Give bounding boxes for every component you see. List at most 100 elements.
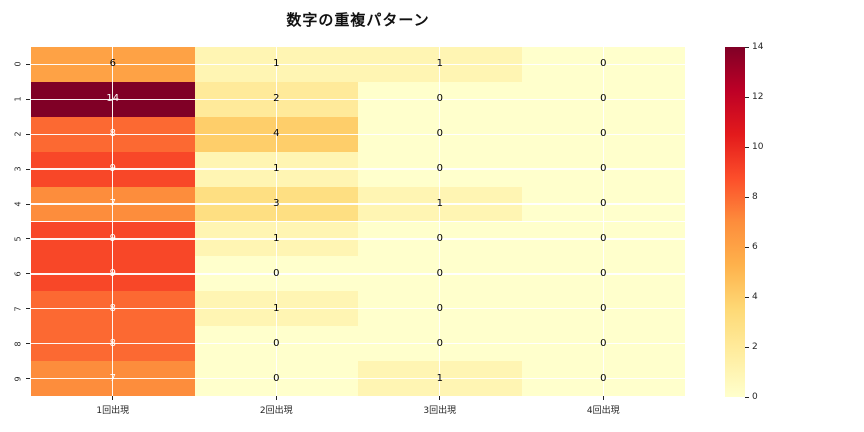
colorbar-tick-label: 8 (752, 192, 758, 202)
cell-annotation: 0 (273, 337, 280, 349)
cell-annotation: 7 (109, 198, 116, 210)
grid-line-horizontal (31, 342, 685, 345)
colorbar-tick-label: 10 (752, 142, 764, 152)
cell-annotation: 9 (109, 232, 116, 244)
cell-annotation: 0 (600, 372, 607, 384)
colorbar-tick-label: 14 (752, 42, 764, 52)
colorbar-tick-label: 4 (752, 292, 758, 302)
cell-annotation: 0 (600, 337, 607, 349)
x-tick-label: 1回出現 (96, 406, 130, 416)
y-tick-label: 3 (13, 166, 23, 172)
y-axis-tick (26, 238, 30, 240)
y-tick-label: 4 (13, 201, 23, 207)
y-axis-tick (26, 168, 30, 170)
cell-annotation: 0 (600, 58, 607, 70)
grid-line-horizontal (31, 133, 685, 135)
cell-annotation: 4 (273, 128, 280, 140)
y-axis-tick (26, 63, 30, 65)
cell-annotation: 1 (273, 232, 280, 244)
colorbar-tick (745, 96, 749, 98)
cell-annotation: 0 (436, 267, 443, 279)
cell-annotation: 0 (436, 232, 443, 244)
grid-line-horizontal (31, 238, 685, 240)
colorbar-tick (745, 146, 749, 148)
cell-annotation: 9 (109, 163, 116, 175)
cell-annotation: 1 (436, 58, 443, 70)
grid-line-vertical (602, 47, 604, 396)
cell-annotation: 1 (273, 58, 280, 70)
colorbar-tick (745, 396, 749, 398)
cell-annotation: 0 (436, 128, 443, 140)
cell-annotation: 14 (106, 93, 120, 105)
cell-annotation: 0 (436, 337, 443, 349)
colorbar-tick (745, 196, 749, 198)
cell-annotation: 7 (109, 372, 116, 384)
colorbar-tick-label: 12 (752, 92, 764, 102)
grid-line-horizontal (31, 308, 685, 310)
cell-annotation: 0 (436, 163, 443, 175)
colorbar-tick (745, 46, 749, 48)
y-tick-label: 5 (13, 236, 23, 242)
cell-annotation: 1 (273, 302, 280, 314)
grid-line-horizontal (31, 98, 685, 101)
cell-annotation: 0 (600, 267, 607, 279)
grid-line-horizontal (31, 377, 685, 380)
colorbar-tick-label: 0 (752, 392, 758, 402)
y-tick-label: 6 (13, 271, 23, 277)
colorbar-tick-label: 6 (752, 242, 758, 252)
y-axis-tick (26, 343, 30, 345)
cell-annotation: 0 (273, 372, 280, 384)
y-axis-tick (26, 308, 30, 310)
colorbar-tick (745, 246, 749, 248)
y-tick-label: 0 (13, 61, 23, 67)
cell-annotation: 1 (436, 198, 443, 210)
heatmap-plot: 6 1 1 0 14 2 0 0 8 4 0 0 9 1 0 0 7 3 1 0 9 1 0 0 9 0 0 0 8 1 0 0 8 0 0 0 7 0 1… (31, 47, 685, 396)
y-tick-label: 2 (13, 131, 23, 137)
cell-annotation: 0 (436, 302, 443, 314)
grid-line-horizontal (31, 63, 685, 66)
cell-annotation: 0 (600, 163, 607, 175)
grid-line-vertical (112, 47, 114, 396)
y-axis-tick (26, 98, 30, 100)
y-tick-label: 8 (13, 341, 23, 347)
cell-annotation: 2 (273, 93, 280, 105)
x-tick-label: 2回出現 (259, 406, 293, 416)
grid-line-vertical (439, 47, 441, 396)
x-axis-tick (602, 396, 604, 400)
x-axis-tick (439, 396, 441, 400)
y-tick-label: 9 (13, 376, 23, 382)
y-axis-tick (26, 273, 30, 275)
grid-line-horizontal (31, 168, 685, 170)
y-axis-tick (26, 133, 30, 135)
colorbar-tick (745, 346, 749, 348)
cell-annotation: 1 (273, 163, 280, 175)
cell-annotation: 9 (109, 267, 116, 279)
grid-line-horizontal (31, 273, 685, 275)
y-axis-tick (26, 203, 30, 205)
colorbar-tick (745, 296, 749, 298)
cell-annotation: 0 (600, 232, 607, 244)
cell-annotation: 0 (600, 198, 607, 210)
y-tick-label: 1 (13, 96, 23, 102)
cell-annotation: 0 (273, 267, 280, 279)
cell-annotation: 0 (600, 93, 607, 105)
cell-annotation: 8 (109, 302, 116, 314)
x-tick-label: 3回出現 (423, 406, 457, 416)
x-axis-tick (112, 396, 114, 400)
cell-annotation: 0 (436, 93, 443, 105)
chart-title: 数字の重複パターン (286, 11, 430, 29)
cell-annotation: 6 (109, 58, 116, 70)
cell-annotation: 3 (273, 198, 280, 210)
grid-line-horizontal (31, 203, 685, 205)
cell-annotation: 0 (600, 302, 607, 314)
cell-annotation: 8 (109, 337, 116, 349)
grid-line-vertical (275, 47, 277, 396)
cell-annotation: 1 (436, 372, 443, 384)
colorbar (725, 47, 745, 397)
colorbar-tick-label: 2 (752, 342, 758, 352)
x-tick-label: 4回出現 (586, 406, 620, 416)
y-tick-label: 7 (13, 306, 23, 312)
x-axis-tick (275, 396, 277, 400)
cell-annotation: 8 (109, 128, 116, 140)
